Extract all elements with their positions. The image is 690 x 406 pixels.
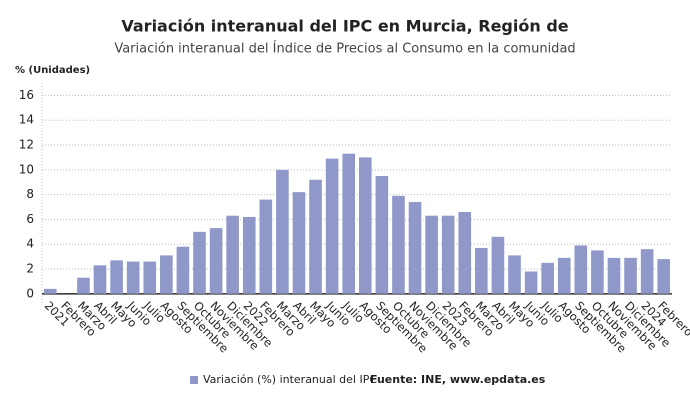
- bar: [425, 215, 438, 294]
- bar: [557, 257, 571, 294]
- source: Fuente: INE, www.epdata.es: [370, 373, 546, 386]
- legend-label: Variación (%) interanual del IPC: [203, 373, 377, 386]
- bar: [657, 259, 671, 294]
- bar: [524, 271, 538, 294]
- bar: [375, 176, 389, 294]
- bar: [193, 231, 206, 294]
- bar: [309, 179, 322, 294]
- bar: [160, 255, 173, 294]
- bar: [574, 245, 588, 294]
- bar: [226, 215, 239, 294]
- bar: [441, 215, 455, 294]
- bar: [209, 228, 223, 294]
- y-tick-label: 8: [26, 187, 34, 201]
- y-tick-label: 4: [26, 237, 34, 251]
- bar: [541, 262, 554, 294]
- bar: [43, 288, 57, 294]
- bar: [624, 257, 637, 294]
- y-axis-label: % (Unidades): [15, 65, 90, 76]
- bar: [325, 158, 339, 294]
- bar: [259, 199, 273, 294]
- y-tick-label: 2: [26, 262, 34, 276]
- bar: [458, 211, 472, 294]
- bar: [342, 153, 356, 294]
- y-tick-label: 0: [26, 286, 34, 300]
- bar: [392, 195, 405, 294]
- legend-swatch: [190, 376, 198, 384]
- bar: [408, 202, 422, 294]
- bar: [358, 157, 372, 294]
- bar: [292, 192, 306, 294]
- bar: [591, 250, 604, 294]
- bar: [607, 257, 621, 294]
- y-tick-label: 12: [19, 138, 34, 152]
- bar: [176, 246, 190, 294]
- bar: [110, 260, 123, 294]
- y-tick-label: 16: [19, 88, 34, 102]
- y-tick-label: 14: [19, 113, 34, 127]
- bar: [475, 247, 488, 294]
- bar: [640, 249, 654, 294]
- bar: [242, 216, 256, 294]
- bar: [143, 261, 157, 294]
- bar: [77, 277, 90, 294]
- bar: [508, 255, 521, 294]
- chart-title: Variación interanual del IPC en Murcia, …: [121, 17, 568, 36]
- bar: [276, 169, 289, 294]
- bar: [491, 236, 505, 294]
- y-tick-label: 10: [19, 162, 34, 176]
- chart-subtitle: Variación interanual del Índice de Preci…: [114, 41, 575, 57]
- bar: [126, 261, 140, 294]
- bar: [93, 265, 107, 294]
- y-tick-label: 6: [26, 212, 34, 226]
